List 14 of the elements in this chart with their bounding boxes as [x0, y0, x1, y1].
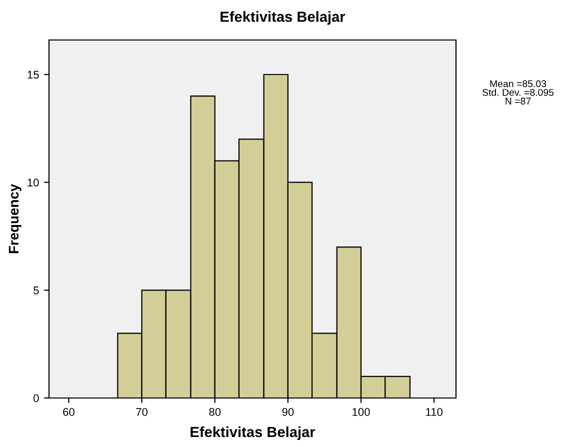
chart-title: Efektivitas Belajar: [220, 11, 346, 25]
x-tick-label: 70: [136, 408, 148, 416]
x-tick-label: 80: [209, 408, 221, 416]
x-axis-title: Efektivitas Belajar: [190, 426, 316, 440]
y-tick-label: 15: [28, 70, 39, 79]
y-tick-label: 10: [28, 178, 39, 186]
x-tick-label: 100: [352, 408, 370, 416]
y-tick-label: 0: [34, 394, 39, 402]
x-tick-label: 110: [426, 408, 443, 416]
text: Mean =85.03 Std. Dev. =8.095 N =87: [482, 80, 554, 105]
x-tick-label: 90: [282, 408, 294, 416]
y-tick-label: 5: [34, 286, 39, 294]
x-tick-label: 60: [63, 408, 74, 416]
y-axis-title: Frequency: [8, 184, 22, 254]
